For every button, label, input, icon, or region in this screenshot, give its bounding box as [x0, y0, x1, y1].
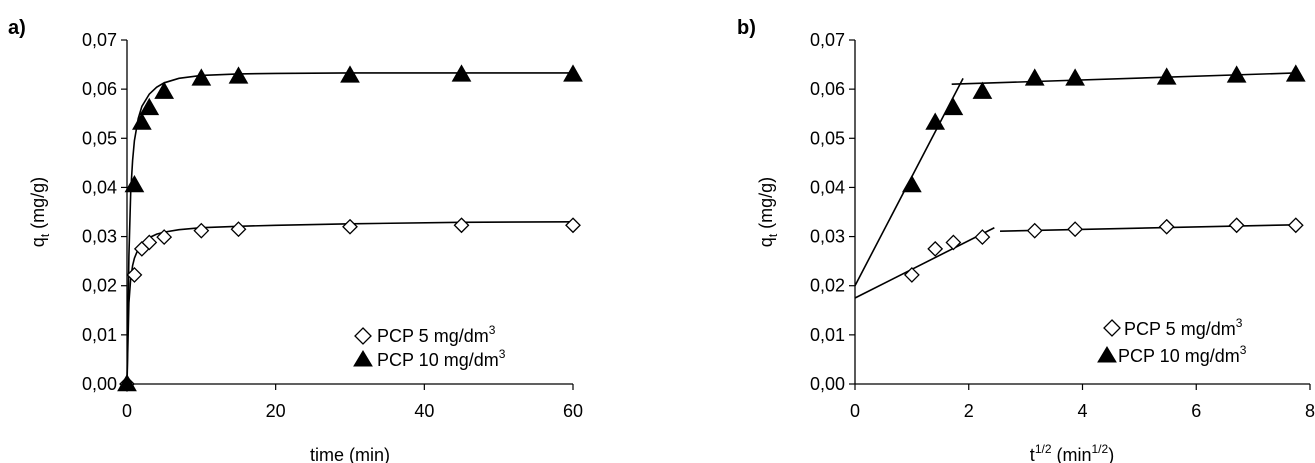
x-ticks-a: 0 20 40 60: [122, 384, 583, 421]
point-pcp10: [451, 64, 472, 82]
y-tick-label: 0,02: [82, 276, 117, 296]
point-pcp10: [154, 81, 175, 99]
fit-line-pcp5: [1000, 223, 1296, 232]
legend-label-pcp10-b: PCP 10 mg/dm3: [1118, 343, 1247, 366]
legend-label-pcp5-b: PCP 5 mg/dm3: [1124, 316, 1243, 339]
y-tick-label: 0,02: [810, 276, 845, 296]
y-tick-label: 0,07: [82, 30, 117, 50]
y-tick-label: 0,01: [810, 325, 845, 345]
y-tick-label: 0,01: [82, 325, 117, 345]
data-points-b: [902, 64, 1306, 283]
point-pcp10: [228, 66, 249, 84]
point-pcp10: [902, 174, 922, 193]
y-tick-label: 0,04: [810, 177, 845, 197]
legend-a: PCP 5 mg/dm3 PCP 10 mg/dm3: [353, 323, 506, 370]
legend-label-pcp5-a: PCP 5 mg/dm3: [377, 323, 496, 346]
y-tick-label: 0,03: [810, 227, 845, 247]
point-pcp10: [1226, 65, 1247, 83]
point-pcp10: [1285, 64, 1306, 82]
x-tick-label: 6: [1191, 401, 1201, 421]
y-tick-label: 0,04: [82, 177, 117, 197]
panel-label-b: b): [737, 17, 756, 39]
point-pcp5: [156, 229, 173, 245]
fit-curve-pcp10: [126, 72, 573, 385]
point-pcp10: [972, 81, 993, 99]
legend-b: PCP 5 mg/dm3 PCP 10 mg/dm3: [1097, 316, 1247, 366]
point-pcp10: [1156, 67, 1177, 85]
data-points-a: [117, 64, 583, 392]
chart-panel-a: a) 0,00 0,01 0,02 0,03 0,04 0,05 0,06 0,07 0 20 4…: [8, 17, 583, 463]
x-tick-label: 40: [414, 401, 434, 421]
point-pcp10: [132, 112, 152, 130]
y-tick-label: 0,06: [810, 79, 845, 99]
x-tick-label: 4: [1077, 401, 1087, 421]
fit-curve-pcp5: [126, 221, 574, 385]
legend-marker-triangle-b: [1097, 346, 1117, 363]
point-pcp5: [230, 221, 247, 238]
point-pcp10: [925, 112, 946, 130]
y-tick-label: 0,06: [82, 79, 117, 99]
y-ticks-a: 0,00 0,01 0,02 0,03 0,04 0,05 0,06 0,07: [82, 30, 127, 394]
y-ticks-b: 0,00 0,01 0,02 0,03 0,04 0,05 0,06 0,07: [810, 30, 855, 394]
legend-marker-triangle-a: [353, 350, 373, 367]
x-ticks-b: 0 2 4 6 8: [850, 384, 1315, 421]
point-pcp5: [927, 240, 944, 257]
y-axis-label-b: qt (mg/g): [756, 177, 780, 247]
point-pcp5: [1287, 217, 1304, 234]
y-tick-label: 0,05: [810, 128, 845, 148]
point-pcp5: [193, 222, 210, 239]
x-tick-label: 8: [1305, 401, 1315, 421]
y-tick-label: 0,05: [82, 128, 117, 148]
point-pcp5: [453, 217, 470, 234]
legend-marker-diamond-a: [354, 327, 372, 345]
point-pcp5: [903, 266, 920, 283]
y-tick-label: 0,03: [82, 227, 117, 247]
point-pcp5: [1158, 218, 1175, 235]
y-tick-label: 0,07: [810, 30, 845, 50]
x-tick-label: 0: [122, 401, 132, 421]
point-pcp5: [974, 229, 991, 245]
point-pcp5: [945, 234, 962, 251]
point-pcp5: [342, 218, 358, 235]
x-axis-label-a: time (min): [310, 445, 390, 463]
y-tick-label: 0,00: [810, 374, 845, 394]
legend-marker-diamond-b: [1103, 319, 1121, 337]
x-tick-label: 20: [266, 401, 286, 421]
x-tick-label: 0: [850, 401, 860, 421]
point-pcp10: [563, 64, 583, 82]
panel-label-a: a): [8, 17, 26, 39]
point-pcp10: [943, 97, 964, 116]
point-pcp5: [1026, 222, 1043, 239]
fit-lines-b: [854, 72, 1296, 299]
point-pcp10: [1024, 68, 1045, 86]
point-pcp10: [139, 97, 160, 116]
y-axis-label-a: qt (mg/g): [28, 177, 52, 247]
legend-label-pcp10-a: PCP 10 mg/dm3: [377, 347, 506, 370]
point-pcp10: [1065, 68, 1085, 86]
point-pcp5: [126, 266, 143, 283]
x-axis-label-b: t1/2 (min1/2): [1030, 442, 1114, 463]
point-pcp10: [117, 373, 137, 392]
y-tick-label: 0,00: [82, 374, 117, 394]
point-pcp10: [340, 65, 360, 83]
x-tick-label: 60: [563, 401, 583, 421]
chart-panel-b: b) 0,00 0,01 0,02 0,03 0,04 0,05 0,06 0,07 0 2 4 6…: [737, 17, 1315, 463]
fit-line-pcp5: [854, 227, 995, 299]
point-pcp5: [1228, 217, 1245, 234]
point-pcp5: [1067, 221, 1084, 238]
point-pcp10: [191, 68, 212, 86]
point-pcp5: [565, 217, 581, 234]
x-tick-label: 2: [964, 401, 974, 421]
point-pcp10: [124, 174, 145, 193]
point-pcp5: [141, 234, 158, 251]
